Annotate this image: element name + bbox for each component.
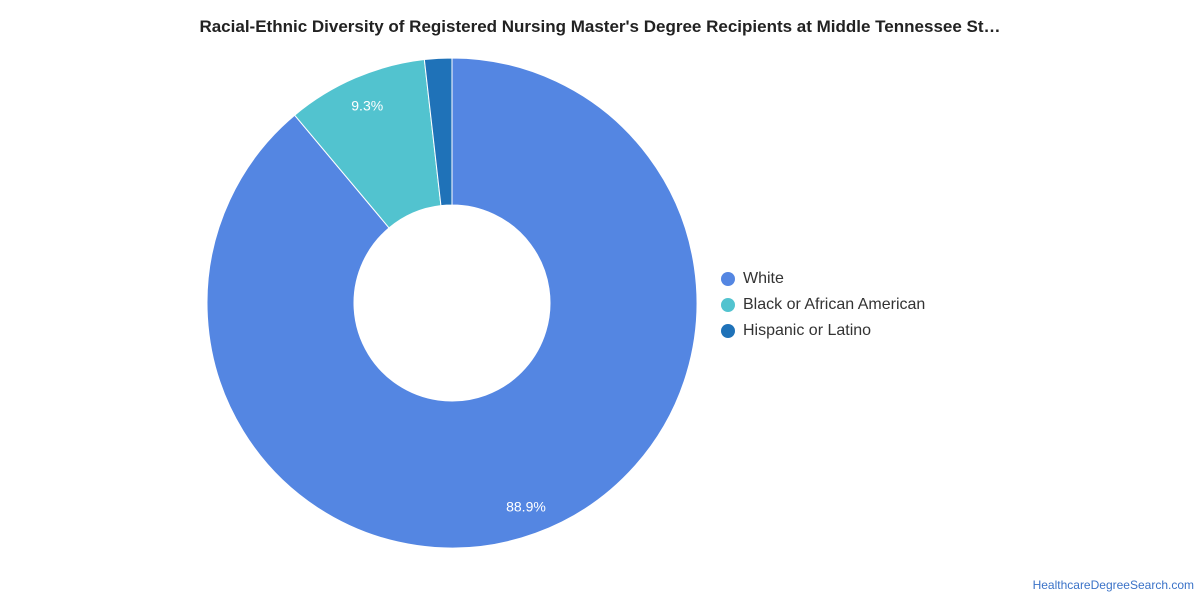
slice-label-white: 88.9% — [506, 498, 546, 514]
legend-swatch-white — [721, 272, 735, 286]
legend-swatch-black-or-african-american — [721, 298, 735, 312]
chart-legend: White Black or African American Hispanic… — [721, 266, 925, 344]
legend-swatch-hispanic-or-latino — [721, 324, 735, 338]
source-link[interactable]: HealthcareDegreeSearch.com — [1032, 578, 1194, 592]
legend-item-black-or-african-american[interactable]: Black or African American — [721, 292, 925, 318]
donut-slice-hispanic-or-latino[interactable] — [423, 57, 453, 207]
legend-item-white[interactable]: White — [721, 266, 925, 292]
slice-label-black-or-african-american: 9.3% — [351, 97, 383, 113]
donut-slice-white[interactable] — [206, 57, 698, 549]
legend-label-hispanic-or-latino: Hispanic or Latino — [743, 322, 872, 339]
chart-title: Racial-Ethnic Diversity of Registered Nu… — [199, 17, 1001, 36]
legend-label-white: White — [743, 270, 784, 287]
legend-item-hispanic-or-latino[interactable]: Hispanic or Latino — [721, 318, 925, 344]
legend-label-black-or-african-american: Black or African American — [743, 296, 926, 313]
